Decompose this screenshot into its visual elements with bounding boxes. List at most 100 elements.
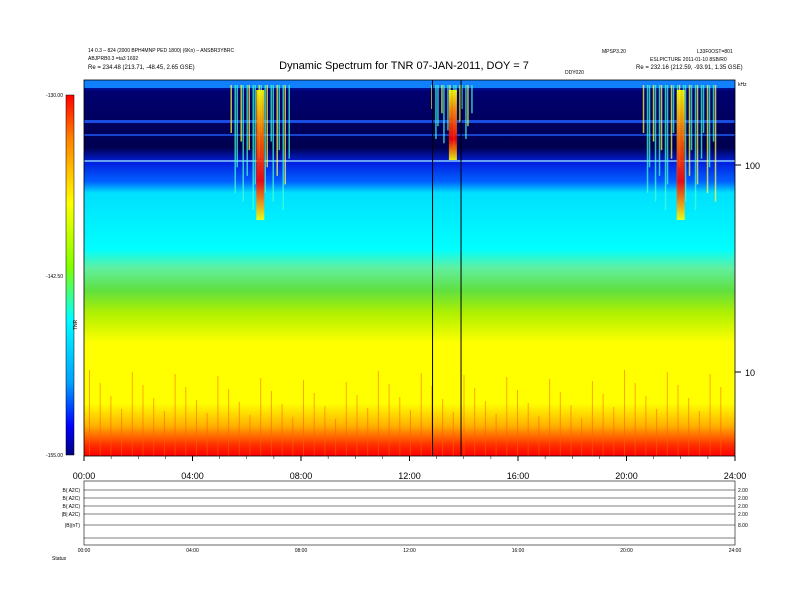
burst-0-streak [278, 85, 280, 151]
x-tick-label: 08:00 [290, 471, 313, 481]
header-right-line-1: MPSP3.20 [602, 49, 626, 55]
spectrum-streak [345, 382, 347, 456]
burst-0-streak [264, 85, 266, 193]
spectrum-streak [217, 376, 219, 456]
colorbar-tick-mid: -142.50 [46, 274, 63, 280]
x-tick-label: 24:00 [724, 471, 747, 481]
spectrum-streak [174, 374, 176, 456]
burst-1-streak [672, 85, 675, 133]
spectrum-streak [388, 384, 390, 456]
spectrum-streak [549, 379, 551, 456]
spectrum-streak [431, 386, 433, 456]
panel-label: B( A2C) [62, 504, 80, 510]
spectrum-streak [474, 388, 476, 456]
burst-1-streak [670, 85, 673, 159]
panel-x-tick-label: 08:00 [295, 548, 308, 554]
spectrum-streak [698, 411, 700, 456]
burst-0-streak [248, 85, 250, 151]
spectrum-streak [313, 393, 315, 456]
burst-1-streak [646, 85, 649, 193]
x-axis: 00:00 04:00 08:00 12:00 16:00 20:00 24:00 [73, 456, 747, 481]
header-left: 14 0.3 – 824 (2000 BPH4MNP PED 1800) (6K… [88, 48, 234, 71]
burst-2-streak [471, 85, 473, 114]
spectrum-streak [196, 400, 197, 456]
header-left-line-1: 14 0.3 – 824 (2000 BPH4MNP PED 1800) (6K… [88, 48, 234, 54]
panel-right-label: 2.00 [738, 504, 748, 510]
streak-layer [89, 370, 722, 456]
spectrum-streak [335, 419, 337, 456]
spectrum-streak [656, 409, 658, 456]
y-tick-label-100: 100 [745, 161, 760, 171]
burst-2-streak [437, 85, 439, 127]
panel-right-label: 2.00 [738, 512, 748, 518]
x-tick-label: 04:00 [181, 471, 204, 481]
burst-layer [230, 85, 717, 220]
burst-0-streak [230, 85, 232, 133]
y-tick-label-10: 10 [745, 368, 755, 378]
spectrum-streak [720, 387, 722, 456]
spectrum-streak [495, 414, 497, 456]
spectrum-streak [399, 397, 401, 456]
dark-band-stripe [84, 120, 735, 123]
burst-1-streak [688, 85, 691, 176]
spectrum-streak [260, 378, 262, 456]
burst-1-streak [684, 85, 687, 202]
spectrum-streak [377, 371, 379, 456]
burst-0-streak [252, 85, 254, 211]
burst-1-streak [652, 85, 655, 142]
x-tick-label: 00:00 [73, 471, 96, 481]
burst-0-streak [240, 85, 242, 142]
spectrum-streak [613, 407, 615, 456]
panel-right-label: 8.00 [738, 523, 748, 529]
burst-0-streak [284, 85, 286, 185]
x-tick-label: 16:00 [507, 471, 530, 481]
panel-label: B( A2C) [62, 496, 80, 502]
panel-right-label: 2.00 [738, 496, 748, 502]
burst-0-streak [246, 85, 248, 176]
burst-0-streak [266, 85, 268, 168]
colorbar-tick-top: -130.00 [46, 93, 63, 99]
spectrum-streak [452, 412, 454, 456]
spectrum-streak [142, 385, 144, 456]
spectrum-streak [517, 390, 518, 456]
burst-0-core [256, 90, 265, 220]
spectrum-streak [249, 415, 251, 456]
chart-title: Dynamic Spectrum for TNR 07-JAN-2011, DO… [279, 60, 529, 72]
burst-0-streak [276, 85, 278, 176]
spectrum-streak [303, 380, 304, 456]
burst-0-streak [288, 85, 290, 159]
y-axis-unit: kHz [738, 82, 747, 88]
spectrum-streak [110, 396, 112, 456]
spectrum-streak [131, 372, 133, 456]
spectrum-streak [527, 403, 529, 456]
top-band [84, 80, 735, 88]
spectrum-streak [677, 385, 679, 456]
spectrum-streak [581, 418, 583, 456]
spectrum-streak [570, 405, 572, 456]
burst-1-streak [706, 85, 709, 193]
spectrum-streak [645, 396, 647, 456]
cyan-band-stripe [84, 160, 735, 162]
spectrum-streak [442, 399, 444, 456]
spectrogram-background [84, 80, 735, 456]
panel-label: |B| A2C) [62, 512, 81, 518]
spectrum-streak [238, 402, 240, 456]
header-right-top: L33F0OST=801 [697, 49, 733, 55]
spectrum-streak [410, 410, 411, 456]
burst-2-streak [447, 85, 449, 131]
spectrum-streak [185, 387, 187, 456]
header-left-line-3: Re = 234.48 (213.71, -48.45, 2.65 GSE) [88, 65, 195, 71]
spectrum-streak [99, 383, 101, 456]
burst-1-streak [690, 85, 693, 151]
burst-2-streak [467, 85, 469, 127]
panel-x-tick-label: 04:00 [186, 548, 199, 554]
dark-band-stripe-2 [84, 134, 735, 136]
spectrum-streak [121, 409, 123, 456]
spectrum-streak [420, 373, 422, 456]
burst-1-streak [708, 85, 711, 168]
panel-x-tick-label: 12:00 [403, 548, 416, 554]
burst-1-streak [664, 85, 667, 211]
burst-1-streak [714, 85, 717, 202]
spectrum-streak [602, 394, 604, 456]
spectrum-streak [506, 377, 508, 456]
